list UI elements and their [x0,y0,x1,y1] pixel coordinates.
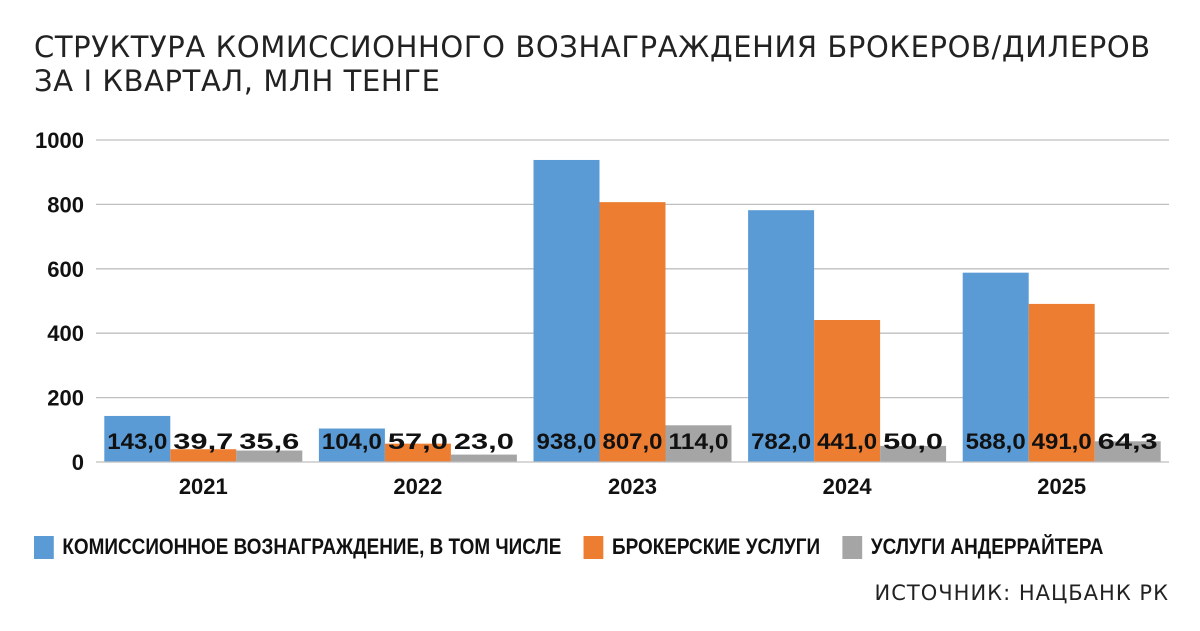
legend-item: БРОКЕРСКИЕ УСЛУГИ [583,534,821,560]
x-tick-label: 2022 [393,474,442,499]
bar-series-1 [533,159,600,463]
data-label: 441,0 [817,429,877,454]
x-tick-label: 2023 [608,474,657,499]
legend-label: УСЛУГИ АНДЕРРАЙТЕРА [870,534,1104,559]
chart-title: СТРУКТУРА КОМИССИОННОГО ВОЗНАГРАЖДЕНИЯ Б… [34,30,1151,98]
x-tick-label: 2025 [1037,474,1086,499]
data-label: 807,0 [603,429,663,454]
bar-series-2 [384,443,451,462]
data-label: 104,0 [322,429,382,454]
data-label: 491,0 [1032,429,1092,454]
source-note: ИСТОЧНИК: НАЦБАНК РК [874,581,1169,605]
bar-series-3 [665,425,732,462]
y-tick-label: 600 [47,257,84,282]
legend-label: БРОКЕРСКИЕ УСЛУГИ [612,534,821,559]
data-label: 35,6 [239,429,299,454]
bar-series-3 [236,450,303,462]
data-label: 143,0 [107,429,167,454]
bar-series-3 [1094,441,1161,462]
chart-legend: КОМИССИОННОЕ ВОЗНАГРАЖДЕНИЕ, В ТОМ ЧИСЛЕ… [34,534,1126,560]
data-label: 50,0 [883,429,943,454]
legend-item: УСЛУГИ АНДЕРРАЙТЕРА [842,534,1103,560]
data-label: 23,0 [454,429,514,454]
data-label: 57,0 [388,429,448,454]
legend-swatch [34,535,54,559]
data-label: 114,0 [669,429,729,454]
x-tick-label: 2021 [179,474,228,499]
x-tick-label: 2024 [823,474,873,499]
y-tick-label: 1000 [35,128,84,153]
bar-series-2 [599,202,666,462]
bar-series-1 [318,428,385,462]
bar-series-1 [748,210,815,462]
data-label: 588,0 [966,429,1026,454]
bar-series-1 [104,415,171,462]
chart-title-line-1: СТРУКТУРА КОМИССИОННОГО ВОЗНАГРАЖДЕНИЯ Б… [34,30,1151,64]
data-label: 938,0 [537,429,597,454]
legend-swatch [842,535,863,559]
bar-series-3 [880,445,947,462]
chart-title-line-2: ЗА I КВАРТАЛ, МЛН ТЕНГЕ [34,64,441,98]
data-label: 782,0 [751,429,811,454]
bar-series-1 [962,272,1029,462]
data-label: 64,3 [1098,429,1158,454]
y-tick-label: 800 [47,192,84,217]
legend-label: КОМИССИОННОЕ ВОЗНАГРАЖДЕНИЕ, В ТОМ ЧИСЛЕ [62,534,562,559]
legend-item: КОМИССИОННОЕ ВОЗНАГРАЖДЕНИЕ, В ТОМ ЧИСЛЕ [34,534,561,560]
bar-series-3 [450,454,517,462]
y-tick-label: 0 [72,450,84,475]
bar-series-2 [1028,303,1095,462]
data-label: 39,7 [173,429,233,454]
y-tick-label: 200 [47,386,84,411]
legend-swatch [583,535,604,559]
y-tick-label: 400 [47,321,84,346]
bar-series-2 [814,319,881,462]
bar-series-2 [170,449,237,462]
